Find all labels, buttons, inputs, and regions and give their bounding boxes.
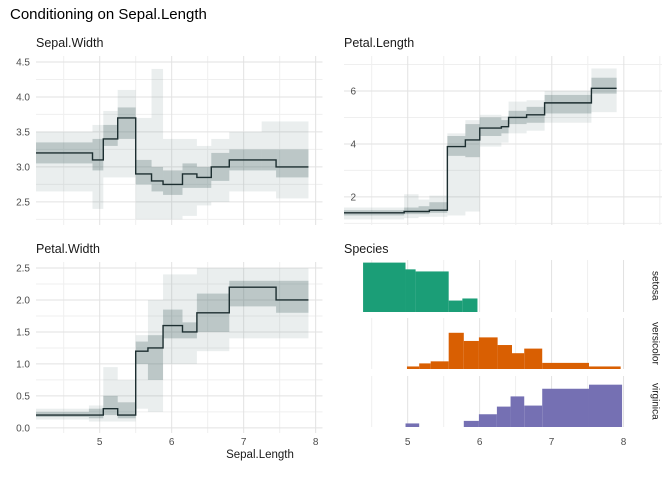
- svg-text:2.0: 2.0: [16, 295, 30, 306]
- facet-setosa: [363, 260, 625, 312]
- svg-text:3.0: 3.0: [16, 162, 30, 173]
- svg-text:1.5: 1.5: [16, 327, 30, 338]
- svg-text:1.0: 1.0: [16, 359, 30, 370]
- svg-text:4.5: 4.5: [16, 57, 30, 68]
- sepal-width-panel: 2.5 3.0 3.5 4.0 4.5: [16, 56, 323, 225]
- x-axis-title: Sepal.Length: [226, 449, 294, 461]
- panel-title-petal-length: Petal.Length: [344, 36, 415, 50]
- svg-text:4.0: 4.0: [16, 92, 30, 103]
- svg-text:6: 6: [350, 86, 356, 97]
- strip-label-setosa: setosa: [649, 271, 661, 301]
- svg-text:6: 6: [169, 437, 175, 448]
- svg-text:8: 8: [313, 437, 319, 448]
- strip-label-virginica: virginica: [649, 383, 661, 420]
- svg-text:3.5: 3.5: [16, 127, 30, 138]
- svg-text:0.0: 0.0: [16, 423, 30, 434]
- facet-virginica: [371, 376, 625, 427]
- species-panel: 5 6 7 8: [363, 260, 627, 448]
- panel-title-sepal-width: Sepal.Width: [36, 36, 104, 50]
- svg-text:5: 5: [97, 437, 103, 448]
- svg-text:2.5: 2.5: [16, 264, 30, 275]
- strip-label-versicolor: versicolor: [649, 322, 661, 365]
- svg-text:2: 2: [350, 192, 356, 203]
- svg-text:7: 7: [549, 437, 555, 448]
- facet-versicolor: [371, 318, 625, 369]
- petal-length-panel: 2 4 6: [344, 56, 662, 225]
- figure-title: Conditioning on Sepal.Length: [10, 6, 207, 23]
- petal-width-panel: 0.0 0.5 1.0 1.5 2.0 2.5 5 6 7 8: [16, 262, 323, 448]
- svg-text:8: 8: [621, 437, 627, 448]
- svg-text:6: 6: [477, 437, 483, 448]
- svg-text:0.5: 0.5: [16, 391, 30, 402]
- svg-text:4: 4: [350, 139, 356, 150]
- svg-text:7: 7: [241, 437, 247, 448]
- svg-text:2.5: 2.5: [16, 197, 30, 208]
- panel-title-petal-width: Petal.Width: [36, 242, 100, 256]
- panel-title-species: Species: [344, 242, 389, 256]
- svg-text:5: 5: [405, 437, 411, 448]
